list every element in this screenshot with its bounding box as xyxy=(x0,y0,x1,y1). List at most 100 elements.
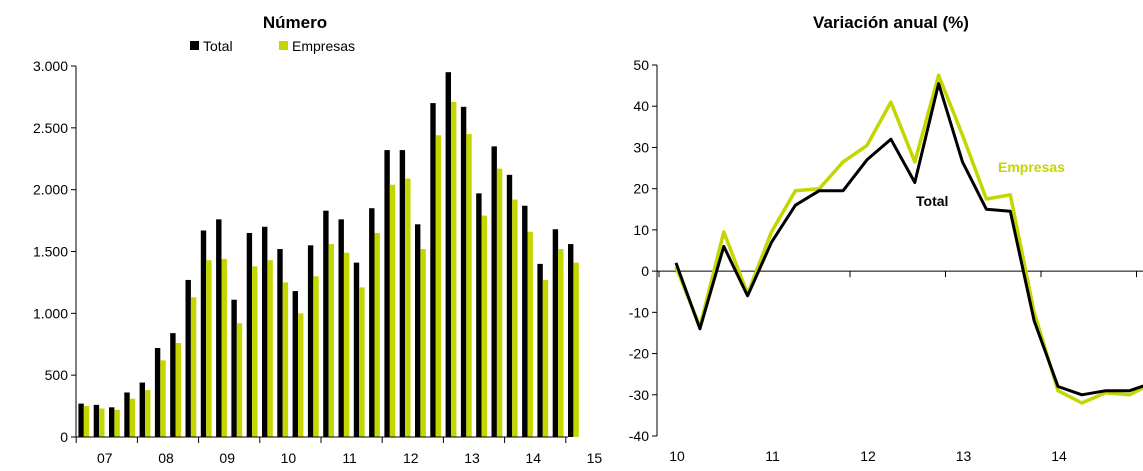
bar-chart-numero: Número Total Empresas 0 500 1.000 1.500 2.00… xyxy=(33,13,602,466)
bar-empresas xyxy=(389,184,396,437)
bar-total xyxy=(307,245,314,437)
legend-label-total: Total xyxy=(203,38,233,54)
bar-total xyxy=(124,392,130,437)
bar-total xyxy=(430,103,436,437)
bar-empresas xyxy=(542,279,549,437)
bar-total xyxy=(170,333,176,437)
y-tick-label: 2.500 xyxy=(33,120,68,136)
line-series-total xyxy=(674,82,1143,397)
bar-chart-title: Número xyxy=(263,13,327,32)
bar-total xyxy=(353,262,360,437)
bar-total xyxy=(154,347,161,437)
bar-empresas xyxy=(435,135,442,437)
y-tick-label: -30 xyxy=(629,387,649,403)
bar-total xyxy=(231,299,237,437)
bar-empresas xyxy=(129,398,136,437)
bar-empresas xyxy=(236,323,243,437)
bar-total xyxy=(292,291,298,437)
bar-total xyxy=(522,205,528,437)
bar-empresas xyxy=(374,232,380,437)
y-tick-label: 20 xyxy=(633,181,649,197)
bar-total xyxy=(262,226,268,437)
bar-chart-y-axis: 0 500 1.000 1.500 2.000 2.500 3.000 xyxy=(33,58,76,445)
bar-empresas xyxy=(175,343,181,437)
bar-empresas xyxy=(481,215,487,437)
bar-chart-legend: Total Empresas xyxy=(190,38,355,54)
bar-total xyxy=(323,210,329,437)
legend-label-empresas: Empresas xyxy=(292,38,355,54)
x-tick-label: 07 xyxy=(97,450,113,466)
x-tick-label: 08 xyxy=(158,450,174,466)
x-tick-label: 14 xyxy=(1051,448,1067,464)
legend-swatch-empresas xyxy=(279,41,288,50)
y-tick-label: 40 xyxy=(633,98,649,114)
bar-total xyxy=(200,230,207,437)
x-tick-label: 10 xyxy=(281,450,297,466)
bar-total xyxy=(78,403,84,437)
bar-total xyxy=(568,244,574,437)
bar-empresas xyxy=(466,134,472,437)
bar-empresas xyxy=(221,258,227,437)
y-tick-label: -40 xyxy=(629,428,649,444)
bar-total xyxy=(338,219,344,437)
x-tick-label: 13 xyxy=(956,448,972,464)
bar-empresas xyxy=(573,262,579,437)
bar-total xyxy=(476,193,482,437)
y-tick-label: 0 xyxy=(641,263,649,279)
bar-empresas xyxy=(160,360,166,437)
bar-total xyxy=(445,72,451,437)
line-series-empresas xyxy=(674,73,1143,405)
bar-empresas xyxy=(282,282,289,437)
bar-empresas xyxy=(267,260,273,437)
bar-empresas xyxy=(83,406,90,437)
y-tick-label: 50 xyxy=(633,57,649,73)
bar-empresas xyxy=(451,101,457,437)
x-tick-label: 13 xyxy=(464,450,480,466)
series-label-total: Total xyxy=(916,193,948,209)
bar-chart-bars xyxy=(78,72,579,438)
bar-total xyxy=(415,224,421,437)
bar-empresas xyxy=(527,231,533,437)
y-tick-label: 10 xyxy=(633,222,649,238)
line-chart-variacion: Variación anual (%) -40 -30 -20 -10 0 10 20 30 4… xyxy=(629,13,1143,464)
bar-empresas xyxy=(343,252,350,437)
x-tick-label: 11 xyxy=(342,450,357,466)
y-tick-label: -20 xyxy=(629,346,649,362)
bar-total xyxy=(399,150,406,438)
bar-total xyxy=(139,382,145,437)
bar-total xyxy=(460,106,467,437)
bar-chart-x-axis: 07 08 09 10 11 12 13 14 15 xyxy=(75,437,603,466)
bar-empresas xyxy=(496,168,503,438)
bar-empresas xyxy=(558,249,564,437)
bar-total xyxy=(491,146,497,437)
bar-total xyxy=(552,229,559,437)
bar-total xyxy=(384,150,390,438)
bar-empresas xyxy=(328,244,334,437)
bar-empresas xyxy=(190,297,197,437)
bar-total xyxy=(369,208,375,437)
x-tick-label: 11 xyxy=(765,448,780,464)
bar-empresas xyxy=(252,266,258,437)
x-tick-label: 10 xyxy=(669,448,685,464)
bar-total xyxy=(93,404,100,437)
y-tick-label: 30 xyxy=(633,139,649,155)
bar-empresas xyxy=(512,199,518,437)
bar-total xyxy=(277,249,283,437)
bar-empresas xyxy=(114,409,120,437)
bar-total xyxy=(185,279,191,437)
x-tick-label: 12 xyxy=(860,448,876,464)
y-tick-label: 500 xyxy=(45,367,69,383)
x-tick-label: 15 xyxy=(587,450,603,466)
bar-empresas xyxy=(298,313,304,437)
bar-empresas xyxy=(145,390,151,437)
bar-empresas xyxy=(99,408,105,437)
bar-empresas xyxy=(359,287,365,437)
y-tick-label: 1.000 xyxy=(33,305,68,321)
legend-swatch-total xyxy=(190,41,199,50)
y-tick-label: 3.000 xyxy=(33,58,68,74)
x-tick-label: 09 xyxy=(219,450,235,466)
series-label-empresas: Empresas xyxy=(998,159,1065,175)
bar-total xyxy=(537,263,543,437)
